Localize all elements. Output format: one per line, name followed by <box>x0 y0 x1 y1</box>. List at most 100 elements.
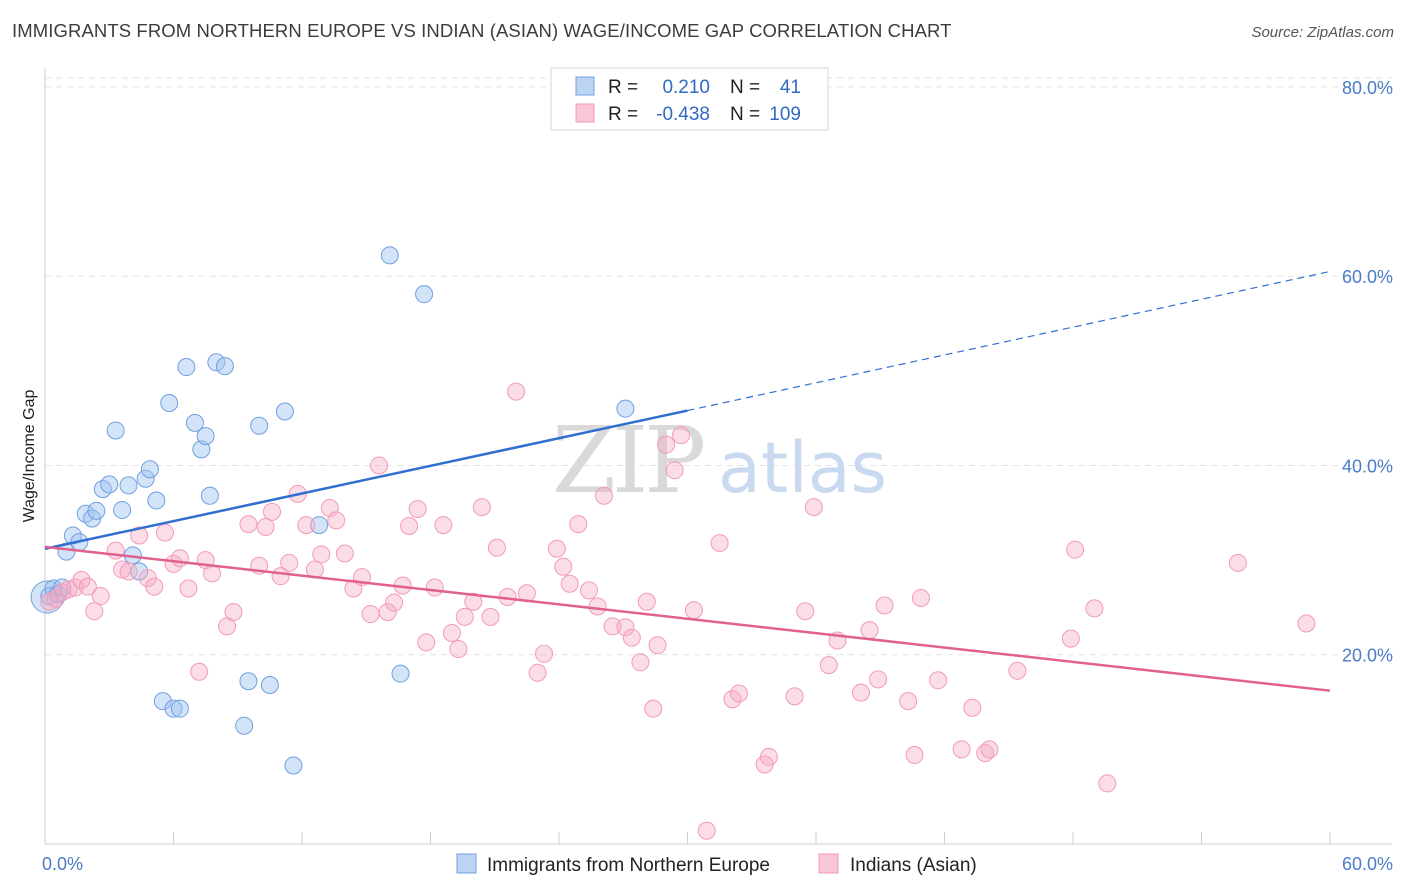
data-point-indians-asian <box>899 692 918 711</box>
data-point-indians-asian <box>434 516 453 535</box>
data-point-indians-asian <box>560 574 579 593</box>
data-point-indians-asian <box>224 603 243 622</box>
data-point-indians-asian <box>417 633 436 652</box>
data-point-indians-asian <box>297 516 316 535</box>
data-point-indians-asian <box>130 526 149 545</box>
data-point-northern-europe <box>136 469 155 488</box>
data-point-indians-asian <box>684 601 703 620</box>
y-tick-label-80: 80.0% <box>1342 78 1393 98</box>
data-point-indians-asian <box>65 578 84 597</box>
legend-r-label-1: R = <box>608 77 638 98</box>
data-point-indians-asian <box>796 602 815 621</box>
data-point-indians-asian <box>648 636 667 655</box>
data-point-northern-europe <box>380 246 399 265</box>
data-point-northern-europe <box>100 475 119 494</box>
data-point-indians-asian <box>487 538 506 557</box>
data-point-indians-asian <box>1228 553 1247 572</box>
watermark: ZIP atlas <box>552 407 887 514</box>
legend-swatch-blue <box>575 76 595 96</box>
data-point-indians-asian <box>385 593 404 612</box>
data-point-northern-europe <box>87 501 106 520</box>
data-point-indians-asian <box>579 581 598 600</box>
data-point-indians-asian <box>860 621 879 640</box>
data-point-indians-asian <box>665 461 684 480</box>
data-point-indians-asian <box>554 557 573 576</box>
data-point-indians-asian <box>622 628 641 647</box>
data-point-indians-asian <box>616 618 635 637</box>
data-point-indians-asian <box>179 579 198 598</box>
data-point-northern-europe <box>76 504 95 523</box>
data-point-indians-asian <box>442 623 461 642</box>
data-point-indians-asian <box>464 592 483 611</box>
data-point-indians-asian <box>85 602 104 621</box>
data-point-indians-asian <box>535 644 554 663</box>
data-point-indians-asian <box>335 544 354 563</box>
data-point-northern-europe <box>239 672 258 691</box>
data-point-northern-europe <box>310 516 329 535</box>
x-tick-label-end: 60.0% <box>1342 854 1393 874</box>
data-point-indians-asian <box>46 589 65 608</box>
data-point-northern-europe <box>284 756 303 775</box>
data-point-indians-asian <box>819 656 838 675</box>
legend-n-label-1: N = <box>730 77 760 98</box>
data-point-northern-europe <box>113 500 132 519</box>
data-point-northern-europe <box>260 676 279 695</box>
data-point-northern-europe <box>185 413 204 432</box>
legend-box <box>550 67 829 131</box>
watermark-zip: ZIP <box>552 407 703 514</box>
series-swatch-northern-europe <box>456 853 477 874</box>
data-point-indians-asian <box>1066 540 1085 559</box>
data-point-indians-asian <box>280 553 299 572</box>
data-point-northern-europe <box>616 399 635 418</box>
data-point-indians-asian <box>637 592 656 611</box>
data-point-indians-asian <box>327 511 346 530</box>
data-point-indians-asian <box>1098 774 1117 793</box>
data-point-indians-asian <box>119 562 138 581</box>
data-point-indians-asian <box>528 663 547 682</box>
legend: R = 0.210 N = 41 R = -0.438 N = 109 <box>550 67 829 131</box>
x-tick-label-start: 0.0% <box>42 854 83 874</box>
trend-lines <box>44 270 1331 692</box>
data-point-indians-asian <box>710 534 729 553</box>
data-point-indians-asian <box>239 515 258 534</box>
data-point-indians-asian <box>588 597 607 616</box>
data-point-indians-asian <box>91 587 110 606</box>
data-point-indians-asian <box>644 699 663 718</box>
data-point-northern-europe <box>275 402 294 421</box>
watermark-atlas: atlas <box>718 427 887 509</box>
data-point-northern-europe <box>153 692 172 711</box>
data-point-northern-europe <box>147 491 166 510</box>
series-name-indians-asian: Indians (Asian) <box>850 855 977 876</box>
data-point-indians-asian <box>256 517 275 536</box>
data-point-northern-europe <box>53 578 72 597</box>
data-point-indians-asian <box>851 683 870 702</box>
data-point-indians-asian <box>963 698 982 717</box>
legend-r-value-1: 0.210 <box>662 77 710 98</box>
data-point-indians-asian <box>759 747 778 766</box>
legend-r-value-2: -0.438 <box>656 104 710 125</box>
data-point-indians-asian <box>400 517 419 536</box>
data-point-indians-asian <box>804 498 823 517</box>
data-point-northern-europe <box>170 699 189 718</box>
trend-line-indians-asian <box>44 545 1331 692</box>
data-point-indians-asian <box>869 670 888 689</box>
data-point-indians-asian <box>911 588 930 607</box>
trend-line-northern-europe-extension <box>687 270 1331 412</box>
data-point-indians-asian <box>113 560 132 579</box>
data-point-indians-asian <box>472 498 491 517</box>
data-point-northern-europe <box>196 427 215 446</box>
data-point-indians-asian <box>594 486 613 505</box>
data-point-indians-asian <box>370 456 389 475</box>
data-point-indians-asian <box>1085 599 1104 618</box>
data-point-indians-asian <box>145 577 164 596</box>
data-point-indians-asian <box>408 499 427 518</box>
data-point-indians-asian <box>672 426 691 445</box>
data-point-indians-asian <box>170 549 189 568</box>
data-point-indians-asian <box>378 603 397 622</box>
data-point-indians-asian <box>455 607 474 626</box>
x-tick-labels: 0.0% 60.0% <box>42 854 1393 874</box>
trend-line-northern-europe <box>44 409 688 550</box>
data-point-indians-asian <box>1008 661 1027 680</box>
data-point-indians-asian <box>603 617 622 636</box>
